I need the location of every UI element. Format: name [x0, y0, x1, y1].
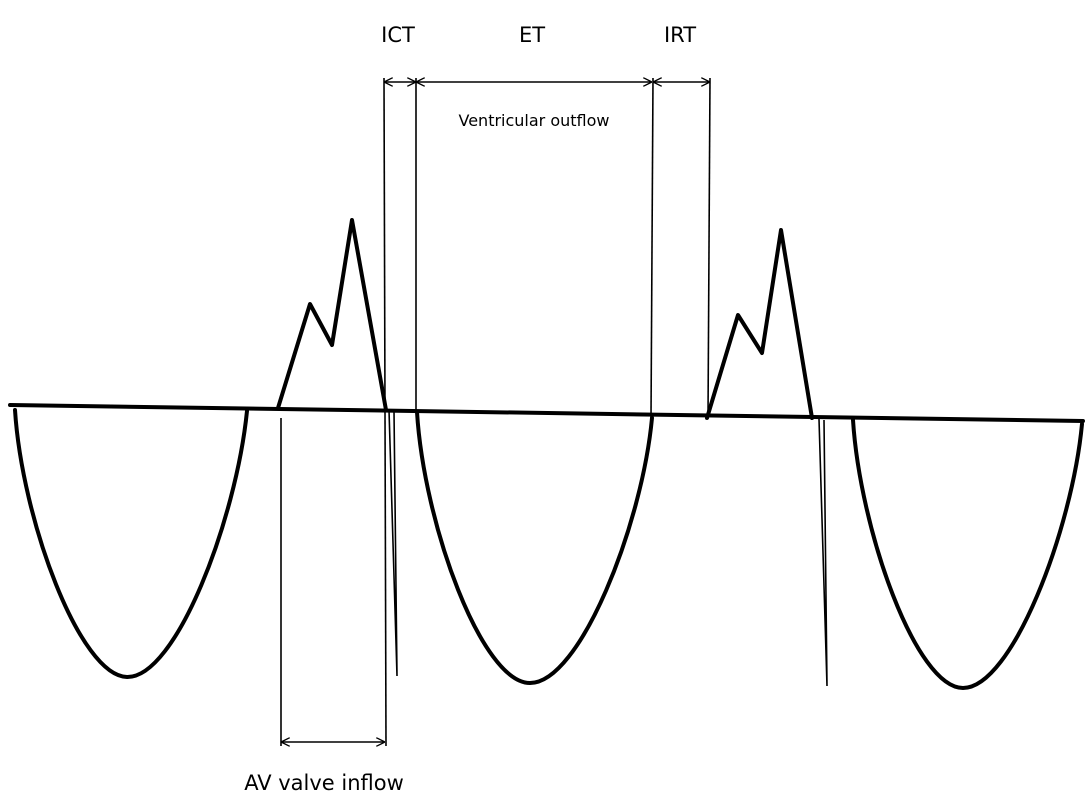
inflow-wave	[276, 218, 388, 412]
reference-line	[707, 77, 711, 419]
et-label: ET	[519, 23, 545, 47]
outflow-wave	[415, 410, 654, 685]
reference-line	[650, 77, 654, 419]
ventricular-outflow-label: Ventricular outflow	[459, 111, 610, 130]
baseline	[8, 403, 1085, 423]
spike	[818, 418, 828, 687]
inflow-wave	[705, 228, 814, 420]
irt-label: IRT	[664, 23, 696, 47]
av-valve-inflow-label: AV valve inflow	[244, 771, 404, 795]
ict-label: ICT	[381, 23, 415, 47]
spike	[388, 409, 398, 677]
outflow-wave	[13, 408, 249, 680]
outflow-wave	[851, 418, 1084, 690]
